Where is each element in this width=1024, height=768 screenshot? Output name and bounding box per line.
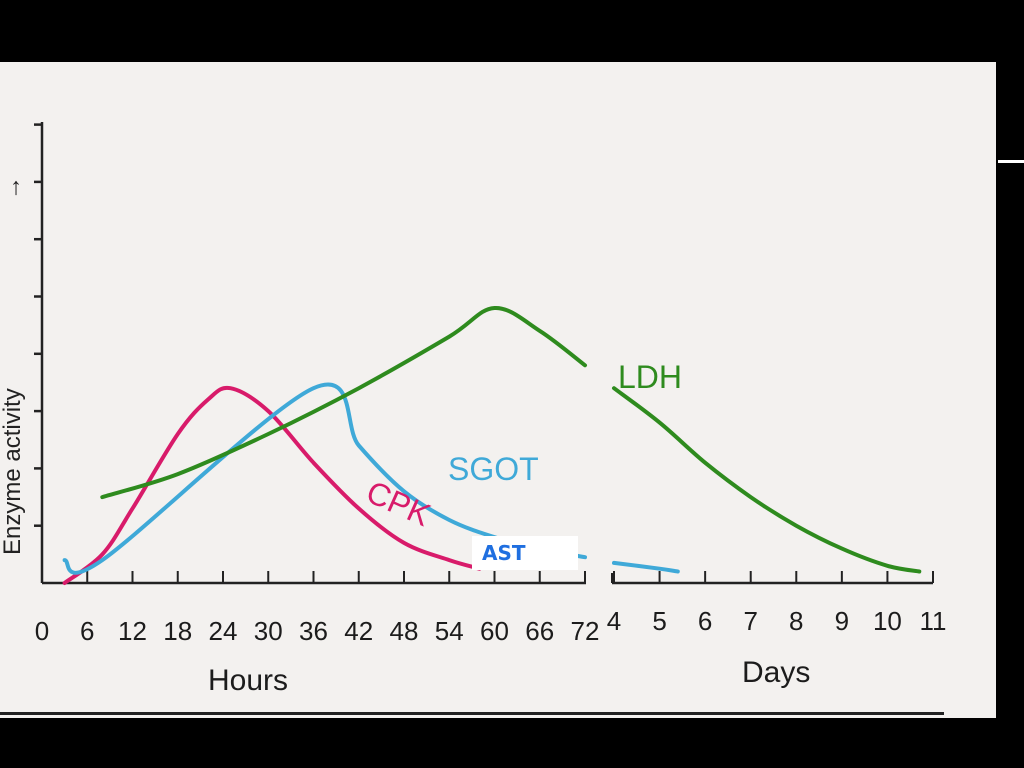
bottom-rule bbox=[0, 712, 944, 715]
days-tick-label: 10 bbox=[873, 606, 902, 636]
hours-tick-label: 54 bbox=[435, 616, 464, 646]
days-tick-label: 8 bbox=[789, 606, 803, 636]
series-label-ldh: LDH bbox=[618, 359, 682, 395]
hours-axis-title: Hours bbox=[208, 664, 288, 697]
days-tick-label: 11 bbox=[920, 606, 947, 636]
edge-mark bbox=[998, 160, 1024, 163]
series-line-sgot-days bbox=[612, 560, 680, 574]
hours-tick-label: 42 bbox=[344, 616, 373, 646]
hours-tick-label: 66 bbox=[525, 616, 554, 646]
hours-tick-label: 30 bbox=[254, 616, 283, 646]
hours-tick-label: 12 bbox=[118, 616, 147, 646]
days-tick-label: 4 bbox=[607, 606, 621, 636]
y-axis-label: Enzyme activity bbox=[0, 388, 26, 555]
hours-tick-label: 18 bbox=[163, 616, 192, 646]
axes-group: 0 6 12 18 24 30 36 42 48 54 60 66 72 4 5 6 7 8 9 10 11 bbox=[34, 122, 947, 646]
ast-annotation: AST bbox=[482, 541, 526, 565]
scanned-figure-page bbox=[0, 62, 996, 718]
series-label-cpk: CPK bbox=[361, 474, 436, 534]
days-axis-title: Days bbox=[742, 656, 810, 689]
series-line-cpk bbox=[62, 385, 482, 585]
days-tick-label: 9 bbox=[835, 606, 849, 636]
hours-tick-label: 0 bbox=[35, 616, 49, 646]
days-tick-label: 7 bbox=[743, 606, 757, 636]
series-line-ldh-days bbox=[612, 386, 922, 574]
hours-tick-label: 60 bbox=[480, 616, 509, 646]
ast-annotation-box bbox=[472, 536, 578, 570]
days-tick-label: 6 bbox=[698, 606, 712, 636]
days-tick-label: 5 bbox=[652, 606, 666, 636]
y-axis-arrow: → bbox=[0, 176, 26, 200]
hours-tick-label: 72 bbox=[571, 616, 600, 646]
hours-tick-label: 48 bbox=[390, 616, 419, 646]
hours-tick-label: 36 bbox=[299, 616, 328, 646]
series-line-ldh bbox=[100, 306, 587, 500]
series-label-sgot: SGOT bbox=[448, 451, 539, 487]
hours-tick-label: 6 bbox=[80, 616, 94, 646]
right-border bbox=[996, 62, 1024, 718]
hours-tick-label: 24 bbox=[209, 616, 238, 646]
